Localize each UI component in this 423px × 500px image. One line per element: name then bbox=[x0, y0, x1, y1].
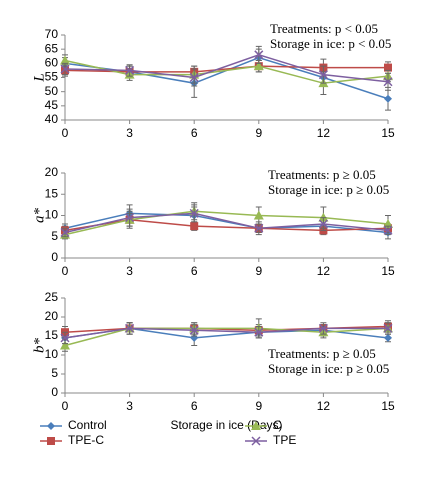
y-tick-label: 55 bbox=[45, 70, 59, 84]
marker bbox=[189, 325, 199, 335]
marker bbox=[383, 323, 393, 333]
marker bbox=[125, 65, 135, 75]
x-tick-label: 3 bbox=[126, 399, 133, 413]
marker bbox=[189, 208, 199, 218]
y-tick-label: 0 bbox=[51, 250, 58, 264]
y-axis-label: a* bbox=[31, 208, 47, 224]
y-tick-label: 65 bbox=[45, 41, 59, 55]
marker bbox=[60, 340, 70, 350]
marker bbox=[384, 63, 392, 72]
x-tick-label: 9 bbox=[255, 126, 262, 140]
marker bbox=[125, 323, 135, 333]
marker bbox=[60, 55, 70, 65]
marker bbox=[60, 333, 70, 343]
x-tick-label: 12 bbox=[317, 264, 331, 278]
marker bbox=[189, 72, 199, 83]
x-tick-label: 6 bbox=[191, 126, 198, 140]
y-tick-label: 25 bbox=[45, 290, 59, 304]
y-axis-label: b* bbox=[31, 338, 47, 354]
x-tick-label: 0 bbox=[62, 264, 69, 278]
y-tick-label: 45 bbox=[45, 98, 59, 112]
annotation: Storage in ice: p < 0.05 bbox=[270, 36, 391, 51]
series-line bbox=[64, 212, 389, 234]
legend-label: Control bbox=[68, 418, 107, 432]
marker bbox=[47, 422, 55, 430]
series-line bbox=[64, 54, 389, 83]
marker bbox=[383, 225, 393, 235]
y-tick-label: 10 bbox=[45, 208, 59, 222]
marker bbox=[254, 223, 264, 233]
annotation: Treatments: p ≥ 0.05 bbox=[268, 167, 376, 182]
series-line bbox=[64, 327, 389, 347]
y-tick-label: 15 bbox=[45, 186, 59, 200]
marker bbox=[384, 94, 392, 103]
y-tick-label: 15 bbox=[45, 328, 59, 342]
x-tick-label: 9 bbox=[255, 399, 262, 413]
y-tick-label: 5 bbox=[51, 366, 58, 380]
x-tick-label: 15 bbox=[381, 126, 395, 140]
marker bbox=[251, 421, 261, 430]
marker bbox=[318, 219, 328, 229]
y-tick-label: 0 bbox=[51, 385, 58, 399]
y-tick-label: 60 bbox=[45, 56, 59, 70]
x-tick-label: 15 bbox=[381, 264, 395, 278]
y-tick-label: 20 bbox=[45, 165, 59, 179]
annotation: Storage in ice: p ≥ 0.05 bbox=[268, 361, 389, 376]
marker bbox=[318, 70, 328, 80]
marker bbox=[383, 77, 393, 87]
y-tick-label: 5 bbox=[51, 229, 58, 243]
series-line bbox=[64, 212, 389, 234]
marker bbox=[47, 437, 55, 445]
series-line bbox=[64, 210, 389, 236]
marker bbox=[125, 213, 135, 223]
marker bbox=[318, 323, 328, 333]
x-axis-label: Storage in ice (Days) bbox=[170, 418, 282, 432]
annotation: Storage in ice: p ≥ 0.05 bbox=[268, 182, 389, 197]
x-tick-label: 0 bbox=[62, 399, 69, 413]
x-tick-label: 9 bbox=[255, 264, 262, 278]
series-line bbox=[64, 59, 389, 84]
marker bbox=[384, 333, 392, 342]
y-tick-label: 10 bbox=[45, 347, 59, 361]
marker bbox=[190, 222, 199, 231]
marker bbox=[60, 227, 70, 238]
marker bbox=[253, 210, 264, 220]
x-tick-label: 3 bbox=[126, 264, 133, 278]
x-tick-label: 0 bbox=[62, 126, 69, 140]
x-tick-label: 6 bbox=[191, 264, 198, 278]
x-tick-label: 6 bbox=[191, 399, 198, 413]
x-tick-label: 3 bbox=[126, 126, 133, 140]
series-line bbox=[64, 327, 388, 339]
legend-label: TPE-C bbox=[68, 433, 104, 447]
legend-label: TPE bbox=[273, 433, 296, 447]
marker bbox=[253, 61, 264, 71]
marker bbox=[251, 436, 261, 446]
marker bbox=[60, 64, 70, 74]
y-tick-label: 70 bbox=[45, 27, 59, 41]
marker bbox=[254, 50, 264, 60]
legend-label: C bbox=[273, 418, 282, 432]
x-tick-label: 15 bbox=[381, 399, 395, 413]
x-tick-label: 12 bbox=[317, 126, 331, 140]
x-tick-label: 12 bbox=[317, 399, 331, 413]
annotation: Treatments: p ≥ 0.05 bbox=[268, 346, 376, 361]
marker bbox=[254, 327, 264, 337]
series-line bbox=[64, 56, 389, 100]
y-tick-label: 50 bbox=[45, 84, 59, 98]
y-tick-label: 20 bbox=[45, 309, 59, 323]
y-tick-label: 40 bbox=[45, 112, 59, 126]
y-axis-label: L bbox=[31, 73, 47, 82]
annotation: Treatments: p < 0.05 bbox=[270, 21, 378, 36]
